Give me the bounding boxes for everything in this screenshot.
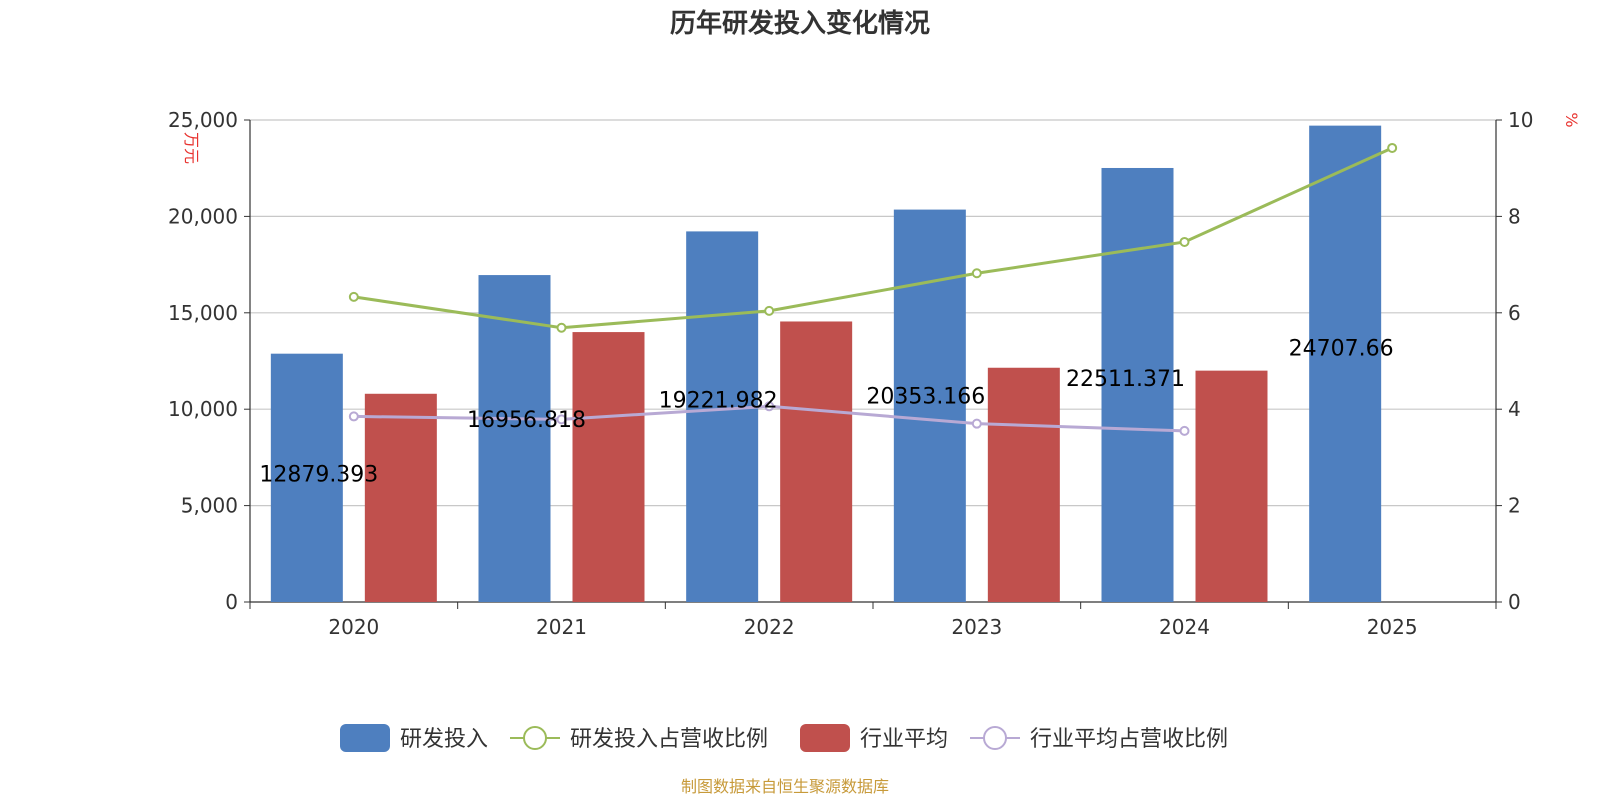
bar-rd-2021 bbox=[478, 275, 551, 602]
chart-title: 历年研发投入变化情况 bbox=[670, 8, 930, 39]
x-tick-label: 2023 bbox=[951, 615, 1002, 639]
legend-swatch-marker bbox=[983, 726, 1007, 750]
bar-rd-2024 bbox=[1101, 167, 1174, 602]
left-axis-unit: 万元 bbox=[182, 132, 201, 164]
data-label: 20353.166 bbox=[866, 385, 985, 410]
lines bbox=[348, 142, 1398, 436]
data-labels: 12879.393 16956.818 19221.982 20353.166 2251… bbox=[259, 337, 1393, 488]
bar-industry-2023 bbox=[987, 367, 1060, 602]
legend-item[interactable]: 研发投入占营收比例 bbox=[510, 726, 768, 752]
bar-industry-2020 bbox=[364, 393, 437, 602]
legend-item[interactable]: 行业平均占营收比例 bbox=[970, 726, 1228, 752]
x-tick-label: 2024 bbox=[1159, 615, 1210, 639]
line-point bbox=[1179, 425, 1190, 436]
legend-item[interactable]: 行业平均 bbox=[800, 724, 948, 752]
line-point bbox=[764, 401, 775, 412]
legend-swatch-marker bbox=[523, 726, 547, 750]
right-tick-label: 6 bbox=[1508, 301, 1521, 325]
data-label: 22511.371 bbox=[1066, 367, 1185, 392]
line-point bbox=[971, 418, 982, 429]
right-tick-label: 2 bbox=[1508, 494, 1521, 518]
right-axis: 0 2 4 6 8 10 bbox=[1495, 108, 1533, 614]
x-axis: 2020 2021 2022 2023 2024 2025 bbox=[249, 601, 1497, 639]
x-tick-label: 2022 bbox=[744, 615, 795, 639]
left-tick-label: 15,000 bbox=[168, 301, 238, 325]
legend: 研发投入 研发投入占营收比例 行业平均 行业平均占营收比例 bbox=[340, 724, 1228, 752]
line-point bbox=[348, 291, 359, 302]
bar-rd-2020 bbox=[270, 353, 343, 602]
data-label: 19221.982 bbox=[659, 388, 778, 413]
x-tick-label: 2021 bbox=[536, 615, 587, 639]
line-point bbox=[348, 411, 359, 422]
right-tick-label: 4 bbox=[1508, 397, 1521, 421]
line-point bbox=[971, 268, 982, 279]
left-tick-label: 20,000 bbox=[168, 204, 238, 228]
data-label: 24707.66 bbox=[1289, 337, 1394, 362]
line-point bbox=[556, 322, 567, 333]
legend-label: 行业平均 bbox=[860, 727, 948, 752]
bar-rd-2022 bbox=[686, 231, 759, 602]
data-label: 12879.393 bbox=[259, 463, 378, 488]
line-point bbox=[556, 414, 567, 425]
legend-label: 行业平均占营收比例 bbox=[1030, 727, 1228, 752]
line-point bbox=[1179, 236, 1190, 247]
left-axis: 0 5,000 10,000 15,000 20,000 25,000 bbox=[168, 108, 251, 614]
source-note: 制图数据来自恒生聚源数据库 bbox=[681, 777, 889, 796]
grid bbox=[250, 119, 1496, 507]
left-tick-label: 5,000 bbox=[181, 494, 238, 518]
legend-swatch bbox=[800, 724, 850, 752]
x-tick-label: 2020 bbox=[328, 615, 379, 639]
line-point bbox=[1387, 142, 1398, 153]
bar-industry-2021 bbox=[572, 332, 645, 602]
bar-rd-2025 bbox=[1309, 125, 1382, 602]
bar-industry-2024 bbox=[1195, 370, 1268, 602]
line-rd-ratio bbox=[353, 146, 1393, 330]
legend-label: 研发投入 bbox=[400, 727, 488, 752]
right-axis-unit: % bbox=[1562, 112, 1581, 127]
right-tick-label: 10 bbox=[1508, 108, 1533, 132]
bar-rd-2023 bbox=[893, 209, 966, 603]
right-tick-label: 8 bbox=[1508, 204, 1521, 228]
line-point bbox=[764, 305, 775, 316]
legend-swatch bbox=[340, 724, 390, 752]
data-label: 16956.818 bbox=[467, 408, 586, 433]
right-tick-label: 0 bbox=[1508, 590, 1521, 614]
bar-industry-2022 bbox=[780, 321, 853, 602]
left-tick-label: 25,000 bbox=[168, 108, 238, 132]
bars bbox=[270, 125, 1382, 603]
left-tick-label: 10,000 bbox=[168, 397, 238, 421]
legend-label: 研发投入占营收比例 bbox=[570, 727, 768, 752]
x-tick-label: 2025 bbox=[1367, 615, 1418, 639]
legend-item[interactable]: 研发投入 bbox=[340, 724, 488, 752]
left-tick-label: 0 bbox=[225, 590, 238, 614]
